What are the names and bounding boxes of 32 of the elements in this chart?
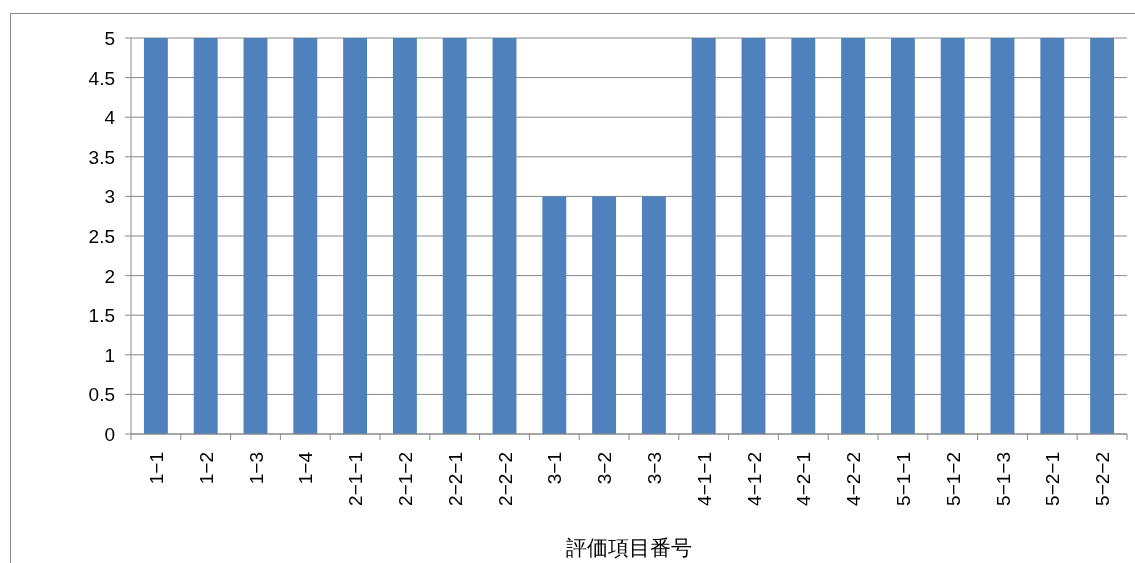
x-tick-label: 3−3 — [643, 452, 665, 485]
y-tick-label: 1.5 — [88, 305, 115, 327]
x-tick-label: 5−1−2 — [942, 452, 964, 506]
x-tick-label: 3−1 — [544, 452, 566, 485]
y-tick-label: 2.5 — [88, 226, 115, 247]
y-tick-label: 4 — [104, 107, 116, 129]
x-tick-label: 2−2−1 — [444, 452, 466, 506]
x-tick-label: 4−1−1 — [693, 452, 715, 506]
y-tick-label: 0 — [104, 424, 115, 445]
x-tick-label: 2−1−2 — [394, 452, 416, 506]
x-tick-label: 1−2 — [195, 452, 217, 485]
x-tick-label: 2−2−2 — [494, 452, 516, 506]
x-tick-label: 4−2−1 — [793, 452, 815, 506]
y-tick-label: 3.5 — [88, 146, 115, 168]
x-tick-label: 1−4 — [295, 451, 317, 485]
y-tick-label: 2 — [104, 265, 115, 287]
x-tick-label: 2−1−1 — [345, 452, 367, 506]
y-tick-label: 1 — [104, 344, 115, 366]
x-tick-label: 3−2 — [594, 452, 616, 485]
x-tick-label: 4−2−2 — [843, 452, 865, 506]
x-tick-label: 4−1−2 — [743, 452, 765, 506]
x-tick-label: 5−2−1 — [1042, 452, 1064, 506]
y-tick-label: 5 — [104, 28, 115, 49]
x-tick-label: 5−1−1 — [892, 452, 914, 506]
x-tick-label: 5−2−2 — [1092, 452, 1114, 506]
y-tick-label: 3 — [104, 186, 115, 208]
y-tick-label: 4.5 — [88, 67, 115, 89]
x-tick-label: 5−1−3 — [992, 452, 1014, 506]
x-tick-label: 1−1 — [145, 452, 167, 485]
y-tick-label: 0.5 — [88, 384, 115, 406]
x-axis-title: 評価項目番号 — [566, 536, 692, 559]
x-tick-label: 1−3 — [245, 452, 267, 485]
